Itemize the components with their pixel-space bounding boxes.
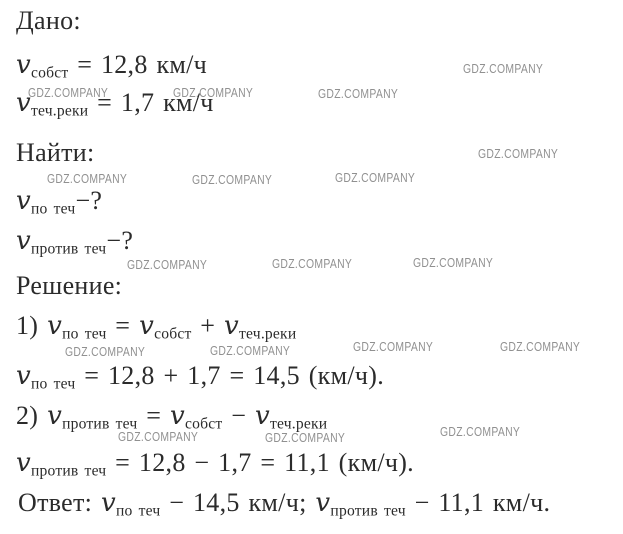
math-subscript: собст: [154, 325, 192, 343]
math-subscript: по теч: [116, 502, 161, 520]
watermark-text: GDZ.COMPANY: [463, 61, 544, 76]
watermark-text: GDZ.COMPANY: [335, 170, 416, 185]
math-text: = 12,8 − 1,7 = 11,1 (км/ч).: [106, 448, 414, 477]
math-variable: v: [16, 88, 31, 118]
watermark-text: GDZ.COMPANY: [318, 86, 399, 101]
math-subscript: против теч: [31, 240, 107, 258]
solution-heading: Решение:: [16, 271, 123, 300]
answer-line: Ответ: vпо теч − 14,5 км/ч; vпротив теч …: [18, 488, 550, 526]
math-variable: v: [47, 401, 63, 431]
math-variable: v: [16, 186, 31, 216]
watermark-text: GDZ.COMPANY: [47, 171, 128, 186]
watermark-text: GDZ.COMPANY: [65, 344, 146, 359]
math-text: +: [191, 311, 225, 340]
math-variable: v: [170, 401, 185, 431]
math-subscript: по теч: [31, 200, 76, 218]
watermark-text: GDZ.COMPANY: [173, 85, 254, 100]
find-heading: Найти:: [16, 138, 95, 167]
math-subscript: собст: [31, 64, 69, 82]
math-text: 1): [16, 311, 48, 340]
watermark-text: GDZ.COMPANY: [127, 257, 208, 272]
math-variable: v: [16, 226, 31, 256]
math-variable: v: [16, 448, 31, 478]
math-variable: v: [315, 488, 331, 518]
math-variable: v: [16, 50, 31, 80]
math-variable: v: [101, 488, 116, 518]
watermark-text: GDZ.COMPANY: [118, 429, 199, 444]
math-text: − 14,5 км/ч;: [160, 488, 316, 517]
math-text: = 12,8 + 1,7 = 14,5 (км/ч).: [75, 361, 385, 390]
math-text: =: [137, 401, 170, 430]
math-variable: v: [254, 401, 270, 431]
math-subscript: против теч: [330, 502, 406, 520]
watermark-text: GDZ.COMPANY: [353, 339, 434, 354]
math-text: −: [222, 401, 255, 430]
math-subscript: собст: [185, 415, 223, 433]
math-subscript: по теч: [31, 375, 76, 393]
math-subscript: теч.реки: [269, 415, 328, 433]
watermark-text: GDZ.COMPANY: [413, 255, 494, 270]
step1-formula: 1) vпо теч = vсобст + vтеч.реки: [16, 311, 296, 349]
math-variable: v: [47, 311, 63, 341]
find-upstream-speed: vпротив теч−?: [16, 226, 133, 264]
math-text: −?: [75, 186, 103, 215]
watermark-text: GDZ.COMPANY: [210, 343, 291, 358]
given-heading: Дано:: [16, 6, 81, 35]
watermark-text: GDZ.COMPANY: [28, 85, 109, 100]
math-text: − 11,1 км/ч.: [405, 488, 551, 517]
math-text: = 1,7 км/ч: [88, 88, 214, 117]
find-downstream-speed: vпо теч−?: [16, 186, 102, 224]
watermark-text: GDZ.COMPANY: [272, 256, 353, 271]
given-current-speed-equation: vтеч.реки = 1,7 км/ч: [16, 88, 214, 126]
math-subscript: против теч: [62, 415, 138, 433]
math-text: −?: [106, 226, 134, 255]
math-subscript: по теч: [62, 325, 107, 343]
watermark-text: GDZ.COMPANY: [478, 146, 559, 161]
math-variable: v: [224, 311, 240, 341]
step2-calculation: vпротив теч = 12,8 − 1,7 = 11,1 (км/ч).: [16, 448, 414, 486]
math-subscript: теч.реки: [239, 325, 297, 343]
watermark-text: GDZ.COMPANY: [192, 172, 273, 187]
math-variable: v: [139, 311, 155, 341]
step2-formula: 2) vпротив теч = vсобст − vтеч.реки: [16, 401, 327, 439]
watermark-text: GDZ.COMPANY: [500, 339, 581, 354]
math-subscript: теч.реки: [31, 102, 89, 120]
given-own-speed-equation: vсобст = 12,8 км/ч: [16, 50, 207, 88]
math-variable: v: [16, 361, 31, 391]
math-text: Ответ:: [18, 488, 101, 517]
watermark-text: GDZ.COMPANY: [265, 430, 346, 445]
math-text: =: [106, 311, 140, 340]
watermark-text: GDZ.COMPANY: [440, 424, 521, 439]
step1-calculation: vпо теч = 12,8 + 1,7 = 14,5 (км/ч).: [16, 361, 384, 399]
math-text: 2): [16, 401, 48, 430]
math-subscript: против теч: [31, 462, 107, 480]
math-text: = 12,8 км/ч: [68, 50, 208, 79]
